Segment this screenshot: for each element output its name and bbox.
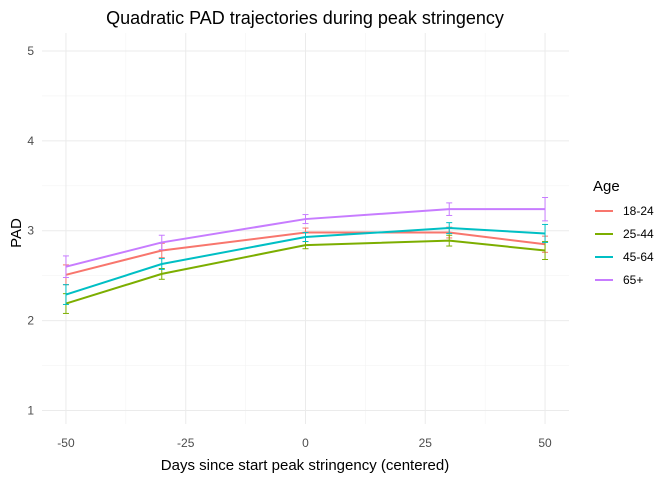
x-axis-ticks: -50 -25 0 25 50	[57, 436, 552, 450]
chart-title: Quadratic PAD trajectories during peak s…	[106, 8, 504, 28]
legend-item: 65+	[595, 273, 643, 287]
y-tick-label: 4	[27, 134, 34, 148]
legend-item: 25-44	[595, 227, 654, 241]
x-tick-label: 0	[302, 436, 309, 450]
legend-item: 18-24	[595, 204, 654, 218]
legend-items: 18-24 25-44 45-64 65+	[595, 204, 654, 287]
legend-title: Age	[593, 178, 620, 195]
x-tick-label: -25	[177, 436, 195, 450]
legend-label: 18-24	[623, 204, 654, 218]
y-tick-label: 5	[27, 44, 34, 58]
x-tick-label: -50	[57, 436, 75, 450]
legend-label: 25-44	[623, 227, 654, 241]
legend-label: 65+	[623, 273, 643, 287]
legend-item: 45-64	[595, 250, 654, 264]
legend: Age 18-24 25-44 45-64 65+	[593, 178, 654, 287]
series-line	[65, 239, 546, 305]
series-65+	[62, 196, 549, 278]
y-axis-ticks: 1 2 3 4 5	[27, 44, 34, 418]
x-tick-label: 50	[538, 436, 552, 450]
x-tick-label: 25	[419, 436, 433, 450]
series-line	[65, 208, 546, 268]
y-tick-label: 3	[27, 224, 34, 238]
series-45-64	[62, 222, 549, 305]
y-axis-title: PAD	[8, 218, 25, 248]
y-tick-label: 2	[27, 314, 34, 328]
y-tick-label: 1	[27, 404, 34, 418]
series-layer	[62, 196, 549, 314]
x-axis-title: Days since start peak stringency (center…	[161, 457, 449, 474]
series-line	[65, 227, 546, 296]
legend-label: 45-64	[623, 250, 654, 264]
